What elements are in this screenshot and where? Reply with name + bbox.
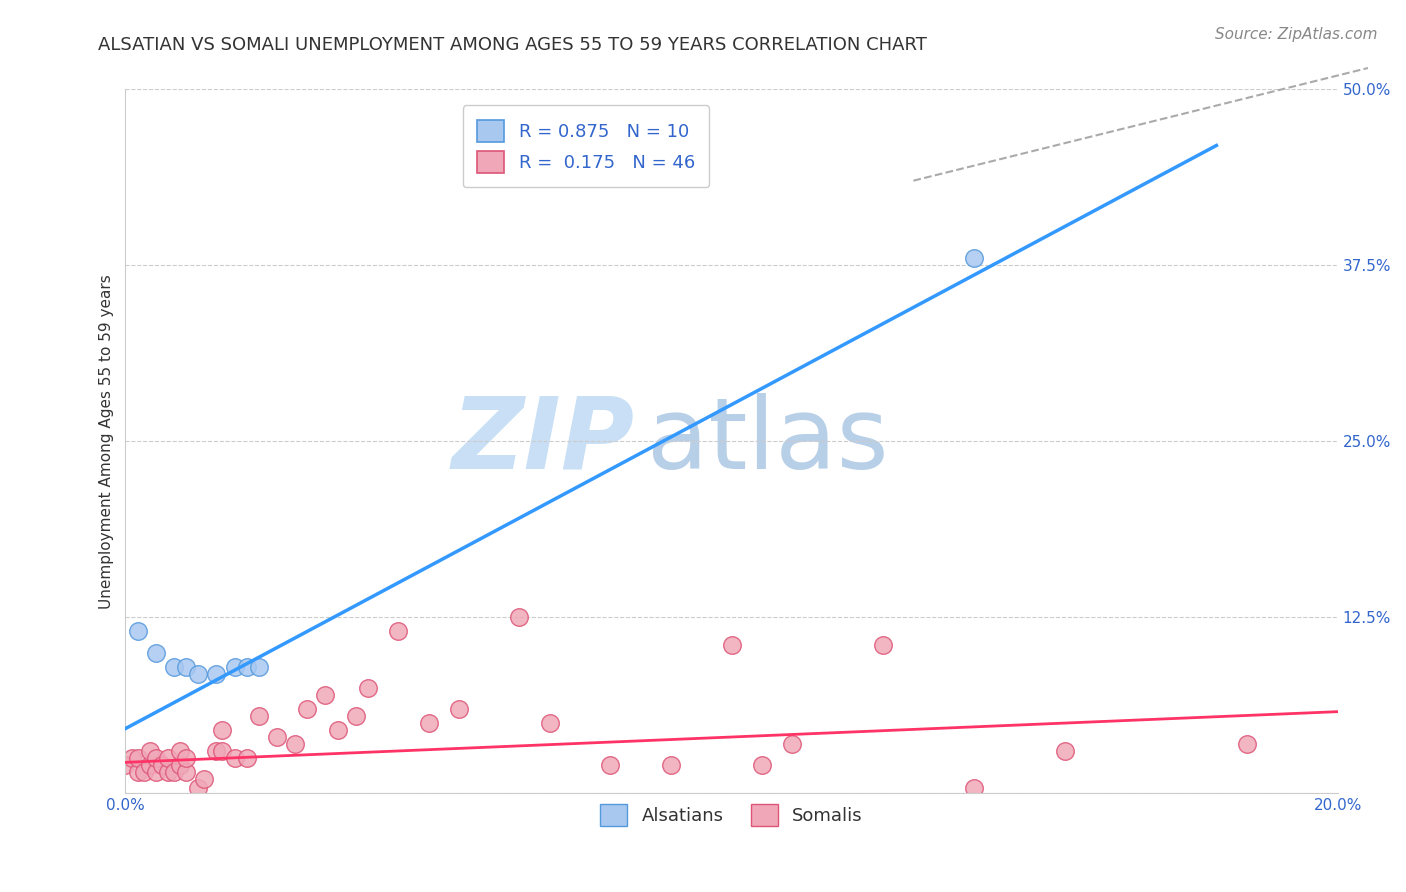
Point [751, 758, 773, 772]
Point [138, 758, 160, 772]
Point [1053, 744, 1076, 758]
Point [187, 666, 209, 681]
Point [224, 659, 246, 673]
Point [163, 765, 186, 780]
Point [163, 659, 186, 673]
Point [169, 758, 191, 772]
Point [174, 751, 197, 765]
Point [193, 772, 215, 787]
Text: ZIP: ZIP [451, 392, 634, 490]
Point [114, 758, 136, 772]
Point [127, 765, 149, 780]
Point [211, 744, 233, 758]
Point [174, 765, 197, 780]
Point [150, 758, 173, 772]
Point [447, 702, 470, 716]
Point [508, 610, 530, 624]
Point [720, 639, 742, 653]
Point [145, 765, 167, 780]
Text: ALSATIAN VS SOMALI UNEMPLOYMENT AMONG AGES 55 TO 59 YEARS CORRELATION CHART: ALSATIAN VS SOMALI UNEMPLOYMENT AMONG AG… [98, 36, 928, 54]
Point [659, 758, 682, 772]
Point [297, 702, 319, 716]
Point [127, 751, 149, 765]
Point [145, 646, 167, 660]
Point [121, 751, 143, 765]
Point [963, 780, 986, 795]
Point [235, 751, 257, 765]
Point [205, 744, 228, 758]
Point [211, 723, 233, 737]
Text: Source: ZipAtlas.com: Source: ZipAtlas.com [1215, 27, 1378, 42]
Point [187, 780, 209, 795]
Point [538, 715, 561, 730]
Point [127, 624, 149, 639]
Point [780, 737, 803, 751]
Point [138, 744, 160, 758]
Legend: Alsatians, Somalis: Alsatians, Somalis [593, 797, 870, 834]
Point [266, 730, 288, 744]
Point [224, 751, 246, 765]
Point [132, 765, 155, 780]
Point [205, 666, 228, 681]
Point [314, 688, 336, 702]
Point [247, 659, 270, 673]
Point [418, 715, 440, 730]
Point [156, 751, 179, 765]
Point [326, 723, 349, 737]
Point [169, 744, 191, 758]
Point [284, 737, 307, 751]
Point [357, 681, 380, 695]
Point [174, 659, 197, 673]
Y-axis label: Unemployment Among Ages 55 to 59 years: Unemployment Among Ages 55 to 59 years [100, 274, 114, 608]
Point [344, 709, 367, 723]
Text: atlas: atlas [647, 392, 889, 490]
Point [872, 639, 894, 653]
Point [599, 758, 621, 772]
Point [247, 709, 270, 723]
Point [235, 659, 257, 673]
Point [156, 765, 179, 780]
Point [387, 624, 409, 639]
Point [1236, 737, 1258, 751]
Point [145, 751, 167, 765]
Point [963, 251, 986, 265]
